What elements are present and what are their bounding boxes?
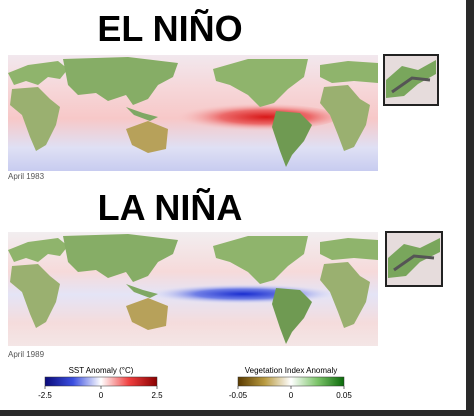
panel-date: April 1983 <box>8 172 45 181</box>
tick-label: -2.5 <box>38 391 52 400</box>
sst-map <box>8 232 378 346</box>
legends: SST Anomaly (°C) -2.5 0 2.5 Vegetation Index… <box>38 366 352 400</box>
tick-label: 0 <box>99 391 104 400</box>
colorbar <box>44 376 158 387</box>
tick-label: -0.05 <box>229 391 248 400</box>
inset <box>385 231 443 287</box>
inset <box>383 54 439 106</box>
tick-label: 0.05 <box>336 391 352 400</box>
legend-title: Vegetation Index Anomaly <box>245 366 338 375</box>
panel-title: EL NIÑO <box>97 7 242 49</box>
panel-title: LA NIÑA <box>98 186 243 228</box>
panel-date: April 1989 <box>8 350 45 359</box>
legend-title: SST Anomaly (°C) <box>69 366 134 375</box>
colorbar <box>237 376 345 387</box>
sst-map <box>8 55 378 171</box>
tick-label: 0 <box>289 391 294 400</box>
tick-label: 2.5 <box>151 391 163 400</box>
